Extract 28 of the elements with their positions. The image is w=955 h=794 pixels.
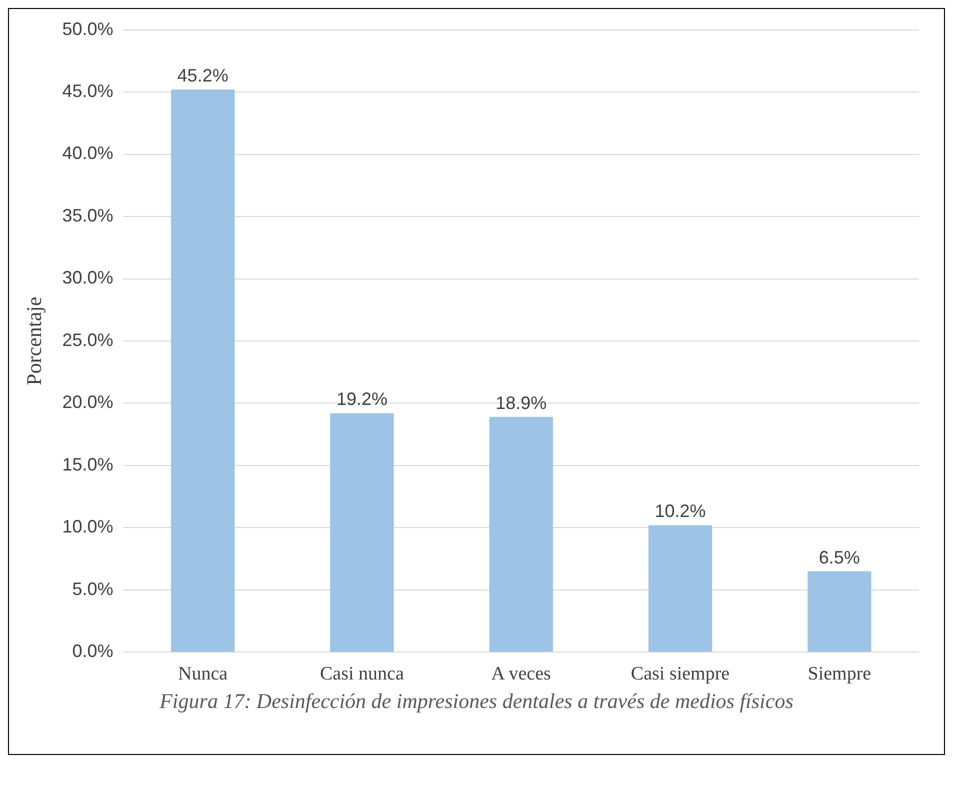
x-tick-label: Casi siempre bbox=[630, 664, 730, 685]
data-label: 19.2% bbox=[336, 389, 388, 410]
y-tick-label: 30.0% bbox=[62, 268, 114, 288]
y-tick-label: 5.0% bbox=[72, 578, 114, 599]
y-tick-label: 15.0% bbox=[62, 454, 114, 474]
data-label: 18.9% bbox=[496, 392, 547, 413]
bar bbox=[648, 525, 712, 652]
x-tick-label: Nunca bbox=[178, 664, 228, 685]
text: Figura 17: Desinfección de impresiones dentales a través de medios físicos bbox=[158, 689, 794, 714]
bar bbox=[489, 416, 553, 652]
y-tick-label: 25.0% bbox=[62, 330, 114, 350]
y-tick-label: 10.0% bbox=[62, 516, 114, 537]
bar bbox=[808, 571, 872, 652]
data-label: 6.5% bbox=[818, 547, 860, 568]
y-tick-label: 0.0% bbox=[72, 641, 114, 662]
bar bbox=[330, 413, 394, 652]
y-axis-title: Porcentaje bbox=[22, 296, 46, 386]
y-tick-label: 20.0% bbox=[62, 392, 114, 412]
x-tick-label: Siempre bbox=[808, 664, 872, 685]
data-label: 10.2% bbox=[654, 501, 706, 522]
y-tick-label: 35.0% bbox=[62, 205, 114, 226]
x-tick-label: Casi nunca bbox=[320, 664, 404, 685]
y-tick-label: 40.0% bbox=[62, 143, 114, 164]
data-label: 45.2% bbox=[177, 66, 228, 86]
bar bbox=[170, 90, 235, 652]
y-tick-label: 50.0% bbox=[62, 18, 114, 39]
y-tick-label: 45.0% bbox=[62, 81, 114, 102]
x-tick-label: A veces bbox=[491, 664, 551, 685]
